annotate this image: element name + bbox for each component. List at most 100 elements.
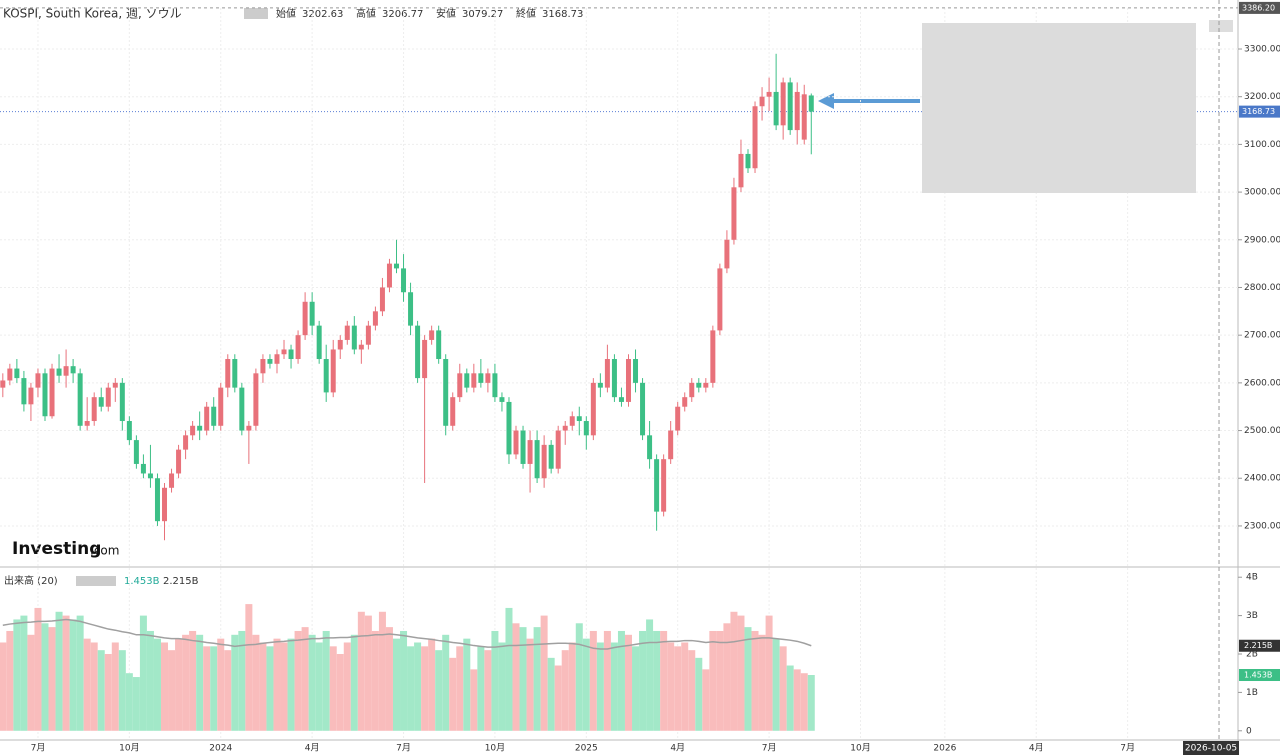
symbol: KOSPI, South Korea, 週, ソウル [3, 7, 182, 21]
volume-bar [786, 665, 794, 731]
candle-body [808, 95, 814, 112]
candle-body [731, 187, 737, 240]
volume-bar [660, 630, 668, 731]
x-tick-label: 10月 [850, 743, 870, 754]
candle-body [590, 382, 596, 436]
candle-body [478, 373, 484, 383]
volume-bar [589, 630, 597, 731]
low-label: 安値 [436, 7, 456, 20]
x-tick-label: 10月 [119, 743, 139, 754]
candle-body [288, 349, 294, 360]
volume-bar [97, 650, 105, 731]
candle-body [499, 397, 505, 402]
price-tag: 3168.73 [1242, 107, 1275, 116]
candle-body [84, 421, 90, 426]
volume-bar [90, 642, 98, 731]
volume-bar [512, 623, 520, 731]
volume-bar [27, 634, 35, 731]
volume-bar [41, 623, 49, 731]
icons [244, 8, 268, 19]
volume-bar [153, 638, 161, 731]
volume-bar [62, 615, 70, 731]
volume-bar [617, 630, 625, 731]
price-tag: 3386.20 [1242, 3, 1275, 12]
candle-body [295, 335, 301, 360]
volume-bar [646, 619, 654, 731]
y-tick-label: 2700.00 [1244, 331, 1280, 341]
close-label: 終値 [516, 7, 536, 20]
candle-body [408, 292, 414, 326]
y-tick-label: 2600.00 [1244, 378, 1280, 388]
volume-bar [414, 642, 422, 731]
y-tick-label: 3200.00 [1244, 92, 1280, 102]
arrow-head [818, 93, 834, 109]
candle-body [415, 325, 421, 379]
info-box [922, 23, 1196, 193]
candle-body [633, 359, 639, 383]
candle-body [42, 373, 48, 417]
candle-body [337, 339, 343, 350]
volume-bar [238, 630, 246, 731]
candle-body [520, 430, 526, 464]
candle-body [393, 263, 399, 269]
volume-bar [470, 669, 478, 731]
candle-body [745, 153, 751, 169]
volume-bar [371, 630, 379, 731]
volume-bar [252, 634, 260, 731]
volume-bar [245, 604, 253, 731]
volume-tag-bg [1239, 669, 1280, 682]
candle-body [527, 440, 533, 464]
x-tick-label: 7月 [396, 743, 411, 754]
candle-body [0, 380, 6, 388]
volume-bar [765, 615, 773, 731]
y-tick-label: 2500.00 [1244, 426, 1280, 436]
logo: Investing [12, 539, 101, 559]
candle-body [534, 440, 540, 479]
y-tick-label: 3B [1246, 611, 1258, 621]
candle-body [647, 435, 653, 460]
candle-body [555, 430, 561, 469]
logo-suffix: .com [90, 544, 119, 558]
volume-bar [484, 650, 492, 731]
volume-bar [400, 630, 408, 731]
candle-body [239, 387, 245, 431]
date-tag: 2026-10-05 [1185, 744, 1237, 754]
candle-body [253, 373, 259, 426]
candle-body [98, 397, 104, 407]
candle-body [752, 106, 758, 169]
volume-bar [554, 665, 562, 731]
x-tick-label: 10月 [485, 743, 505, 754]
volume-bar [491, 630, 499, 731]
candle-body [724, 239, 730, 269]
candle-body [668, 430, 674, 460]
volume-bar [737, 615, 745, 731]
volume-bar [428, 638, 436, 731]
y-tick-label: 2300.00 [1244, 521, 1280, 531]
candle-body [232, 359, 238, 388]
y-tick-label: 2B [1246, 650, 1258, 660]
candle-body [105, 387, 111, 407]
candle-body [28, 387, 34, 405]
candle-body [738, 153, 744, 188]
candle-body [126, 421, 132, 441]
candle-body [274, 354, 280, 364]
high-value: 3206.77 [382, 9, 423, 20]
icons [76, 576, 116, 586]
x-tick-label: 7月 [762, 743, 777, 754]
volume-bar [582, 638, 590, 731]
volume-bar [547, 657, 555, 731]
candle-body [218, 387, 224, 426]
volume-bar [385, 627, 393, 731]
volume-bar [203, 646, 211, 731]
candle-body [211, 406, 217, 426]
candle-body [162, 487, 168, 522]
volume-bar [695, 657, 703, 731]
volume-tag: 1.453B [1244, 671, 1272, 680]
volume-bar [266, 646, 274, 731]
candle-body [661, 459, 667, 512]
volume-bar [688, 650, 696, 731]
candle-body [541, 444, 547, 479]
y-tick-label: 4B [1246, 573, 1258, 583]
candle-body [464, 373, 470, 388]
